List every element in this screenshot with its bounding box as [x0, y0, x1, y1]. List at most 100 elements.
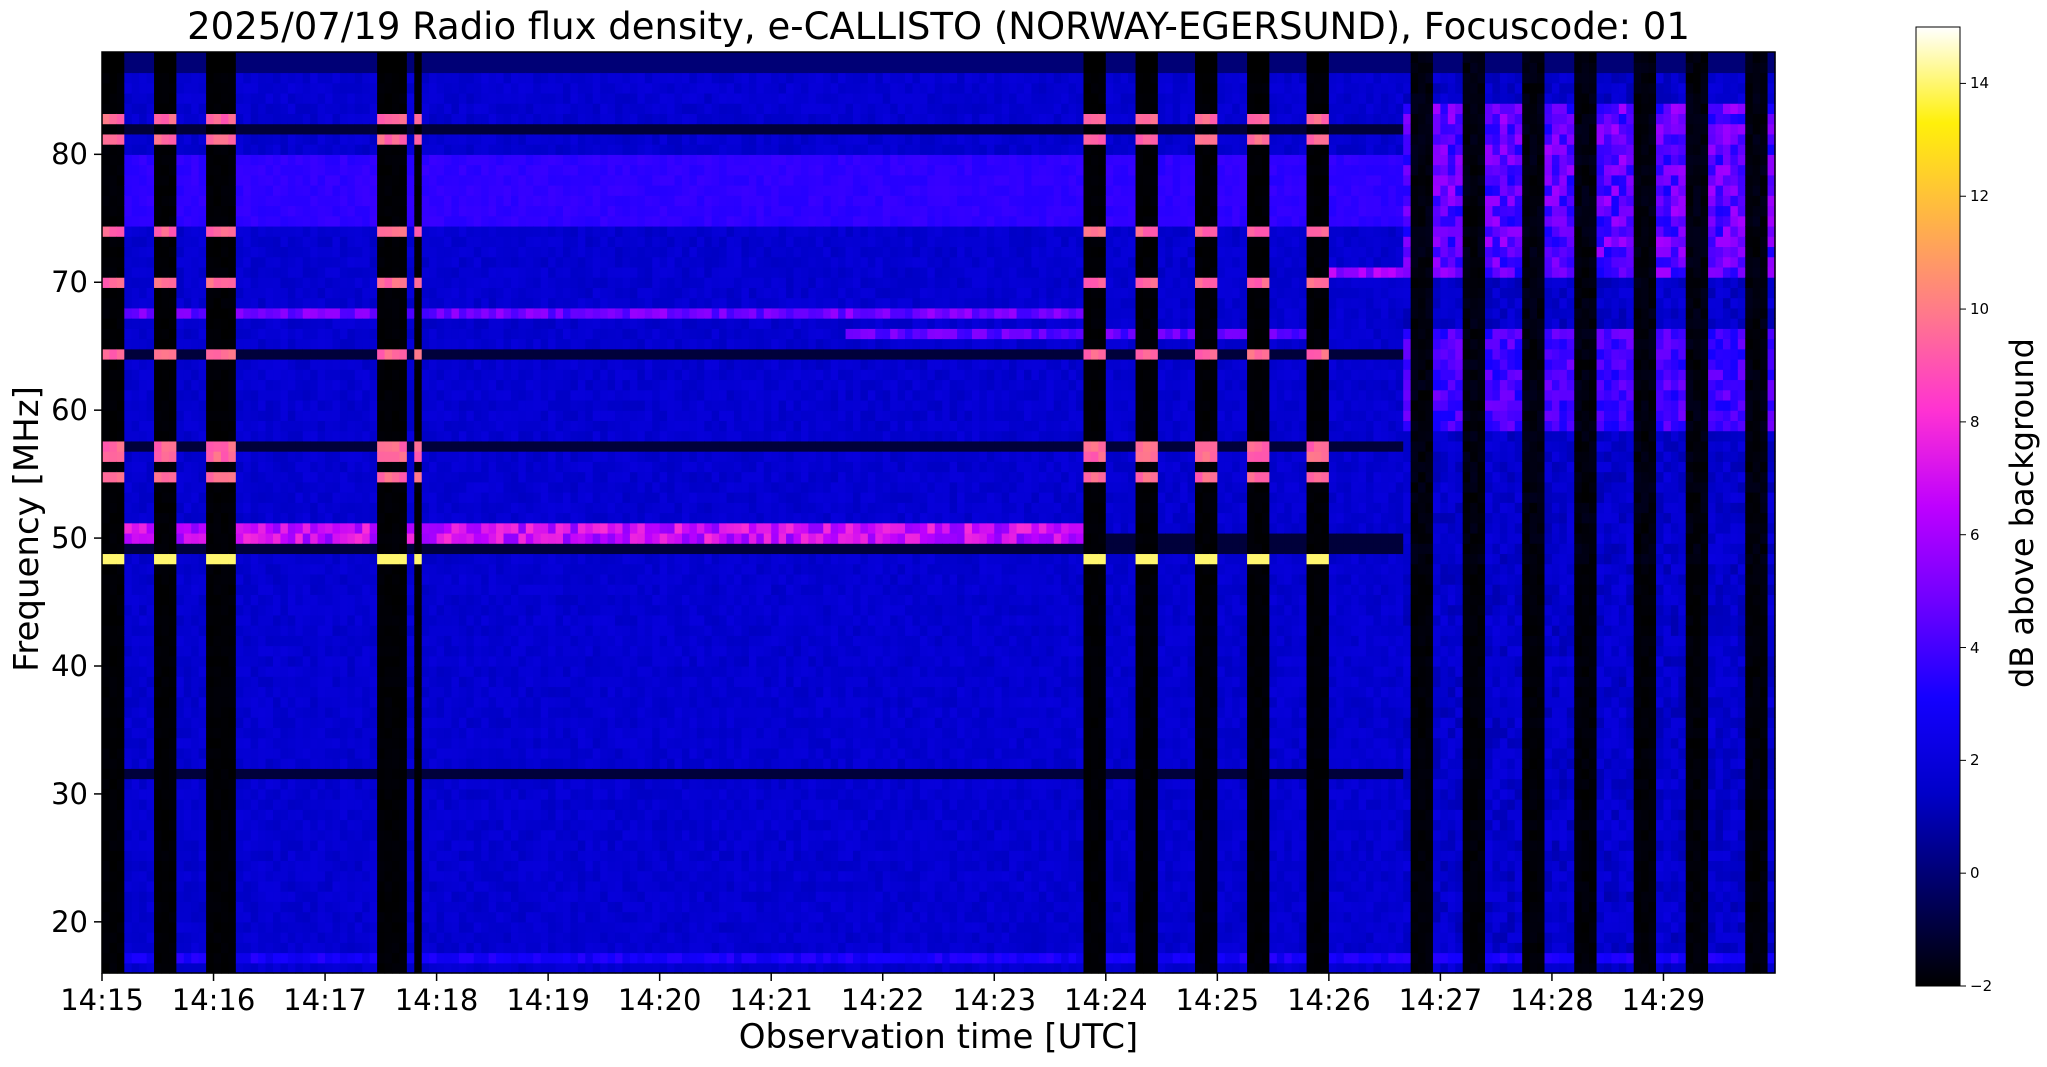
heatmap-cell [370, 820, 378, 831]
heatmap-cell [280, 93, 288, 104]
heatmap-cell [228, 912, 236, 923]
heatmap-cell [429, 553, 437, 564]
heatmap-cell [132, 267, 140, 278]
heatmap-cell [236, 768, 244, 779]
heatmap-cell [169, 666, 177, 677]
heatmap-cell [310, 656, 318, 667]
heatmap-cell [362, 134, 370, 145]
heatmap-cell [355, 605, 363, 616]
heatmap-cell [303, 553, 311, 564]
heatmap-cell [340, 72, 348, 83]
heatmap-cell [318, 206, 326, 217]
heatmap-cell [466, 963, 474, 974]
heatmap-cell [132, 461, 140, 472]
heatmap-cell [184, 103, 192, 114]
heatmap-cell [340, 390, 348, 401]
heatmap-cell [481, 113, 489, 124]
heatmap-cell [288, 942, 296, 953]
heatmap-cell [251, 850, 259, 861]
heatmap-cell [139, 72, 147, 83]
heatmap-cell [280, 124, 288, 135]
heatmap-cell [206, 267, 214, 278]
heatmap-cell [422, 830, 430, 841]
heatmap-cell [124, 615, 132, 626]
heatmap-cell [243, 318, 251, 329]
heatmap-cell [422, 195, 430, 206]
heatmap-cell [385, 953, 393, 964]
heatmap-cell [161, 451, 169, 462]
heatmap-cell [318, 410, 326, 421]
heatmap-cell [124, 62, 132, 73]
heatmap-cell [161, 523, 169, 534]
heatmap-cell [355, 236, 363, 247]
heatmap-cell [489, 646, 497, 657]
heatmap-cell [221, 472, 229, 483]
heatmap-cell [117, 860, 125, 871]
heatmap-cell [414, 308, 422, 319]
heatmap-cell [191, 236, 199, 247]
heatmap-cell [444, 932, 452, 943]
heatmap-cell [355, 779, 363, 790]
heatmap-cell [459, 195, 467, 206]
heatmap-cell [333, 144, 341, 155]
heatmap-cell [437, 298, 445, 309]
heatmap-cell [273, 441, 281, 452]
heatmap-cell [236, 103, 244, 114]
heatmap-cell [132, 206, 140, 217]
heatmap-cell [191, 963, 199, 974]
heatmap-cell [206, 390, 214, 401]
heatmap-cell [199, 52, 207, 63]
heatmap-cell [399, 942, 407, 953]
heatmap-cell [139, 441, 147, 452]
heatmap-cell [169, 922, 177, 933]
heatmap-cell [370, 124, 378, 135]
heatmap-cell [221, 625, 229, 636]
heatmap-cell [295, 830, 303, 841]
heatmap-cell [273, 154, 281, 165]
heatmap-cell [362, 656, 370, 667]
heatmap-cell [273, 676, 281, 687]
heatmap-cell [362, 339, 370, 350]
heatmap-cell [243, 62, 251, 73]
heatmap-cell [280, 963, 288, 974]
heatmap-cell [437, 523, 445, 534]
heatmap-cell [474, 62, 482, 73]
heatmap-cell [451, 287, 459, 298]
heatmap-cell [139, 707, 147, 718]
heatmap-cell [154, 799, 162, 810]
heatmap-cell [288, 52, 296, 63]
heatmap-cell [184, 830, 192, 841]
heatmap-cell [124, 154, 132, 165]
heatmap-cell [407, 820, 415, 831]
heatmap-cell [117, 799, 125, 810]
heatmap-cell [489, 748, 497, 759]
heatmap-cell [422, 175, 430, 186]
heatmap-cell [251, 574, 259, 585]
heatmap-cell [124, 686, 132, 697]
heatmap-cell [340, 553, 348, 564]
heatmap-cell [474, 758, 482, 769]
heatmap-cell [466, 195, 474, 206]
heatmap-cell [251, 676, 259, 687]
heatmap-cell [385, 727, 393, 738]
heatmap-cell [362, 318, 370, 329]
heatmap-cell [214, 83, 222, 94]
heatmap-cell [325, 727, 333, 738]
heatmap-cell [251, 523, 259, 534]
heatmap-cell [362, 676, 370, 687]
heatmap-cell [221, 768, 229, 779]
heatmap-cell [466, 932, 474, 943]
heatmap-cell [303, 154, 311, 165]
heatmap-cell [154, 922, 162, 933]
heatmap-cell [184, 134, 192, 145]
heatmap-cell [444, 472, 452, 483]
heatmap-cell [243, 226, 251, 237]
heatmap-cell [414, 615, 422, 626]
heatmap-cell [407, 953, 415, 964]
heatmap-cell [466, 799, 474, 810]
heatmap-cell [370, 932, 378, 943]
heatmap-cell [459, 379, 467, 390]
heatmap-cell [124, 369, 132, 380]
heatmap-cell [228, 420, 236, 431]
heatmap-cell [251, 461, 259, 472]
